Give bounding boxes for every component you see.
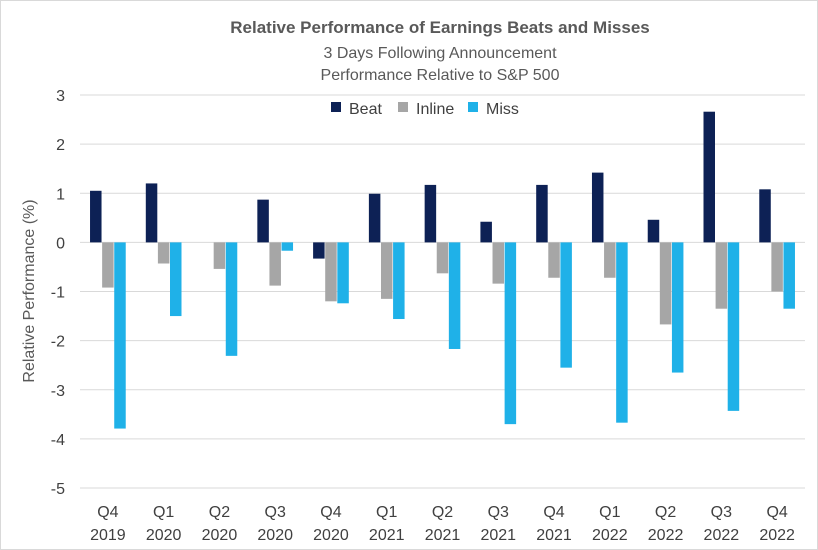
legend-swatch-miss <box>468 102 478 112</box>
bar-inline <box>604 242 616 278</box>
bar-beat <box>313 242 325 259</box>
bar-beat <box>647 219 660 243</box>
bar-miss <box>170 242 182 317</box>
chart-subtitle-line-2: Performance Relative to S&P 500 <box>321 67 560 84</box>
y-tick-label: 3 <box>56 88 65 105</box>
bar-inline <box>715 242 728 309</box>
y-tick-label: -5 <box>51 481 65 498</box>
legend-label-miss: Miss <box>486 101 519 118</box>
bar-miss <box>114 242 126 429</box>
bar-miss <box>281 242 294 251</box>
x-tick-label-quarter: Q2 <box>209 504 230 521</box>
bar-miss <box>448 242 461 349</box>
bar-inline <box>269 242 281 286</box>
x-tick-label-year: 2022 <box>704 527 740 544</box>
bar-beat <box>759 189 771 243</box>
x-tick-label-quarter: Q1 <box>153 504 174 521</box>
bar-beat <box>536 184 548 243</box>
x-tick-label-quarter: Q1 <box>376 504 397 521</box>
bar-beat <box>145 183 158 243</box>
legend-label-beat: Beat <box>349 101 382 118</box>
bar-inline <box>436 242 449 274</box>
legend-label-inline: Inline <box>416 101 454 118</box>
bar-miss <box>393 242 405 320</box>
x-tick-label-year: 2022 <box>759 527 795 544</box>
x-tick-label-quarter: Q3 <box>711 504 732 521</box>
chart-title: Relative Performance of Earnings Beats a… <box>230 18 650 37</box>
x-tick-label-year: 2020 <box>146 527 182 544</box>
bar-inline <box>548 242 560 278</box>
bar-beat <box>368 193 381 243</box>
y-tick-label: -4 <box>51 432 65 449</box>
bar-miss <box>560 242 572 368</box>
tick-labels: 3 2 1 0 -1 -2 -3 -4 -5 Q4 2019 Q1 2020 Q2 2020 Q3 2020 Q4… <box>51 88 795 544</box>
bar-inline <box>157 242 170 264</box>
x-tick-label-year: 2021 <box>425 527 461 544</box>
y-tick-label: 0 <box>56 235 65 252</box>
bars <box>90 111 795 429</box>
bar-beat <box>90 190 102 243</box>
gridlines <box>80 94 805 489</box>
bar-beat <box>591 172 604 243</box>
x-tick-label-year: 2021 <box>480 527 516 544</box>
bar-miss <box>504 242 517 425</box>
x-tick-label-quarter: Q4 <box>543 504 564 521</box>
x-tick-label-year: 2021 <box>369 527 405 544</box>
bar-inline <box>213 242 226 269</box>
bar-beat <box>257 199 269 243</box>
legend-swatch-inline <box>398 102 408 112</box>
y-tick-label: -1 <box>51 285 65 302</box>
y-axis-title: Relative Performance (%) <box>21 199 38 382</box>
x-tick-label-quarter: Q3 <box>488 504 509 521</box>
bar-inline <box>771 242 783 292</box>
bar-beat <box>424 184 437 243</box>
x-tick-label-year: 2020 <box>313 527 349 544</box>
legend-swatch-beat <box>331 102 341 112</box>
x-tick-label-year: 2021 <box>536 527 572 544</box>
x-tick-label-quarter: Q4 <box>766 504 787 521</box>
bar-inline <box>102 242 114 288</box>
bar-miss <box>225 242 238 356</box>
bar-miss <box>727 242 740 411</box>
bar-miss <box>671 242 684 373</box>
bar-beat <box>703 111 715 243</box>
x-tick-label-quarter: Q2 <box>655 504 676 521</box>
bar-miss <box>337 242 349 304</box>
x-tick-label-quarter: Q2 <box>432 504 453 521</box>
y-tick-label: -3 <box>51 383 65 400</box>
bar-inline <box>659 242 672 325</box>
x-tick-label-year: 2020 <box>257 527 293 544</box>
chart-subtitle-line-1: 3 Days Following Announcement <box>323 45 557 62</box>
bar-inline <box>492 242 505 284</box>
x-tick-label-year: 2022 <box>592 527 628 544</box>
y-tick-label: 1 <box>56 186 65 203</box>
x-tick-label-quarter: Q4 <box>320 504 341 521</box>
x-tick-label-quarter: Q1 <box>599 504 620 521</box>
bar-inline <box>325 242 337 302</box>
x-tick-label-year: 2020 <box>202 527 238 544</box>
bar-inline <box>380 242 393 299</box>
bar-miss <box>616 242 628 423</box>
bar-miss <box>783 242 795 309</box>
y-tick-label: 2 <box>56 137 65 154</box>
x-tick-label-quarter: Q4 <box>97 504 118 521</box>
x-tick-label-quarter: Q3 <box>265 504 286 521</box>
x-tick-label-year: 2019 <box>90 527 126 544</box>
x-tick-label-year: 2022 <box>648 527 684 544</box>
y-tick-label: -2 <box>51 334 65 351</box>
legend: Beat Inline Miss <box>331 101 519 118</box>
bar-beat <box>480 221 492 243</box>
